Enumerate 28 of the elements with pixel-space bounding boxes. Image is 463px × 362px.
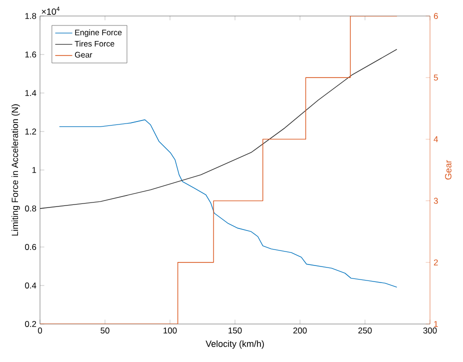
y-tick-label: 0.4 xyxy=(25,282,36,288)
y2-tick-label: 4 xyxy=(434,136,438,142)
y-tick-label: 1.4 xyxy=(25,90,36,96)
y2-tick-label: 2 xyxy=(434,259,438,266)
y-tick-label: 0.8 xyxy=(25,206,36,212)
text: ×10$^{4}$ xyxy=(42,6,60,15)
x-tick-label: 150 xyxy=(228,328,242,334)
y-axis-title: Limiting Force in Acceleration (N) xyxy=(12,104,20,236)
x-tick-label: 0 xyxy=(38,328,42,334)
line-series xyxy=(59,119,398,288)
y-tick-label: 1 xyxy=(32,167,36,173)
y2-tick-label: 3 xyxy=(434,198,438,204)
y2-tick-label: 5 xyxy=(434,74,438,81)
y-tick-label: 1.2 xyxy=(25,128,36,134)
x-tick-label: 300 xyxy=(423,328,437,334)
y2-tick-label: 1 xyxy=(434,321,438,327)
line-series xyxy=(40,48,398,209)
y-tick-label: 1.6 xyxy=(25,52,36,58)
x-tick-label: 50 xyxy=(100,328,110,334)
y-tick-label: 0.6 xyxy=(25,244,36,250)
y2-axis-title: Gear xyxy=(445,160,452,180)
x-tick-label: 100 xyxy=(164,328,177,334)
x-axis-title: Velocity (km/h) xyxy=(206,340,264,349)
x-tick-label: 250 xyxy=(358,328,372,334)
x-tick-label: 200 xyxy=(293,328,307,334)
y-tick-label: 0.2 xyxy=(25,321,36,327)
y-tick-label: 1.8 xyxy=(25,13,36,19)
y2-tick-label: 6 xyxy=(434,13,438,19)
